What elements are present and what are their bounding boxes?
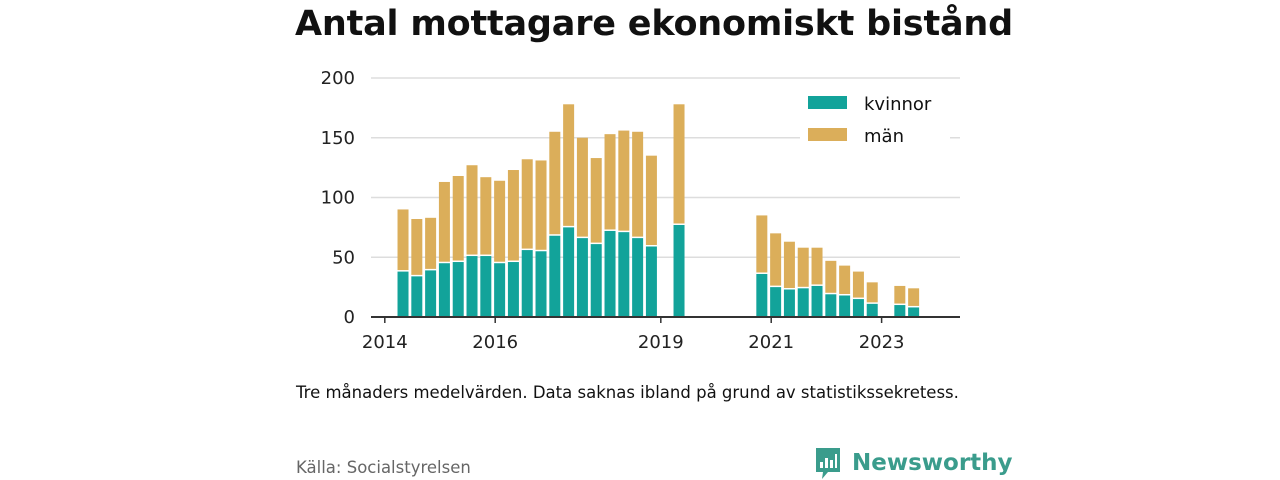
bar-kvinnor <box>507 262 519 317</box>
bar-man <box>770 233 782 286</box>
bar-man <box>839 265 851 294</box>
bar-kvinnor <box>908 307 920 317</box>
bar-man <box>494 180 506 262</box>
bar-man <box>866 282 878 303</box>
bar-kvinnor <box>770 287 782 317</box>
brand-logo: Newsworthy <box>814 446 1013 480</box>
x-axis: 2014 2016 2019 2021 2023 <box>362 316 960 353</box>
legend-label-man: män <box>864 126 904 147</box>
legend: kvinnor män <box>800 88 950 150</box>
bar-kvinnor <box>783 289 795 317</box>
bar-kvinnor <box>866 303 878 317</box>
x-tick-label: 2014 <box>362 332 408 353</box>
bar-kvinnor <box>452 262 464 317</box>
bar-kvinnor <box>411 276 423 317</box>
bar-man <box>397 209 409 271</box>
bar-kvinnor <box>521 250 533 317</box>
bar-man <box>549 131 561 235</box>
y-tick-label: 50 <box>332 247 355 268</box>
bar-kvinnor <box>549 235 561 317</box>
y-tick-label: 150 <box>321 128 355 149</box>
bar-man <box>825 260 837 293</box>
bar-man <box>563 104 575 226</box>
bar-kvinnor <box>576 238 588 317</box>
bar-kvinnor <box>797 288 809 317</box>
newsworthy-chart-icon <box>816 448 840 479</box>
bar-man <box>908 288 920 306</box>
bar-man <box>576 137 588 237</box>
bars <box>397 104 920 317</box>
bar-kvinnor <box>466 256 478 317</box>
bar-man <box>645 155 657 245</box>
bar-kvinnor <box>894 305 906 317</box>
bar-kvinnor <box>604 230 616 317</box>
bar-man <box>632 131 644 237</box>
bar-man <box>797 247 809 287</box>
bar-man <box>535 160 547 250</box>
bar-kvinnor <box>673 224 685 317</box>
bar-man <box>783 241 795 289</box>
bar-kvinnor <box>756 273 768 317</box>
stacked-bar-chart: 0 50 100 150 200 2014 2016 2019 2021 2023 kvinno… <box>321 68 960 353</box>
bar-kvinnor <box>852 299 864 317</box>
bar-kvinnor <box>535 251 547 317</box>
brand-name: Newsworthy <box>852 450 1013 476</box>
x-tick-label: 2023 <box>859 332 905 353</box>
bar-kvinnor <box>494 263 506 317</box>
x-tick-label: 2016 <box>472 332 518 353</box>
legend-swatch-man <box>808 128 847 141</box>
x-tick-label: 2019 <box>638 332 684 353</box>
legend-label-kvinnor: kvinnor <box>864 94 932 115</box>
bar-kvinnor <box>425 270 437 317</box>
bar-kvinnor <box>645 246 657 317</box>
bar-man <box>673 104 685 224</box>
bar-man <box>466 165 478 255</box>
bar-man <box>411 219 423 275</box>
bar-man <box>852 271 864 298</box>
bar-man <box>590 158 602 243</box>
bar-man <box>811 247 823 285</box>
bar-man <box>480 177 492 255</box>
bar-kvinnor <box>480 256 492 317</box>
chart-note: Tre månaders medelvärden. Data saknas ib… <box>296 383 959 402</box>
bar-kvinnor <box>825 294 837 317</box>
bar-kvinnor <box>590 244 602 317</box>
bar-kvinnor <box>811 285 823 317</box>
bar-kvinnor <box>618 232 630 317</box>
bar-man <box>452 175 464 261</box>
bar-kvinnor <box>438 263 450 317</box>
legend-swatch-kvinnor <box>808 96 847 109</box>
bar-kvinnor <box>397 271 409 317</box>
bar-kvinnor <box>839 295 851 317</box>
source-credit: Källa: Socialstyrelsen <box>296 458 471 477</box>
bar-man <box>604 134 616 230</box>
bar-kvinnor <box>632 238 644 317</box>
chart-title: Antal mottagare ekonomiskt bistånd <box>295 4 1013 44</box>
bar-man <box>521 159 533 249</box>
bar-man <box>507 170 519 261</box>
y-tick-label: 200 <box>321 68 355 89</box>
y-tick-label: 100 <box>321 188 355 209</box>
bar-man <box>756 215 768 273</box>
bar-kvinnor <box>563 227 575 317</box>
x-tick-label: 2021 <box>748 332 794 353</box>
bar-man <box>438 181 450 262</box>
bar-man <box>425 217 437 269</box>
y-tick-label: 0 <box>344 307 355 328</box>
y-axis: 0 50 100 150 200 <box>321 68 355 328</box>
bar-man <box>894 285 906 304</box>
bar-man <box>618 130 630 231</box>
